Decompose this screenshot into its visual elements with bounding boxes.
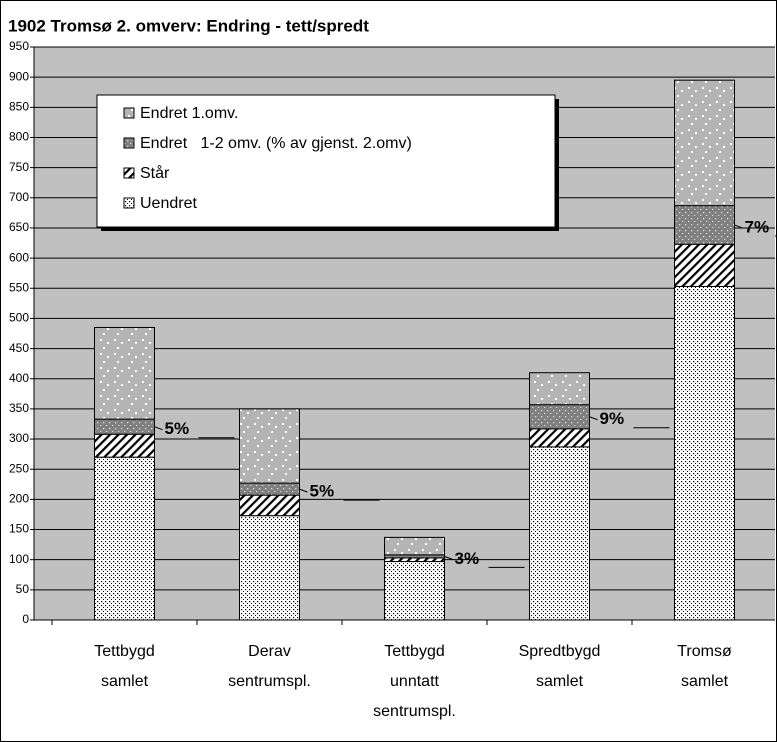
y-tick-label: 200 bbox=[9, 492, 29, 506]
bar-segment bbox=[384, 560, 445, 621]
legend-swatch bbox=[123, 197, 135, 209]
bar-segment bbox=[239, 515, 300, 621]
annotation-leader bbox=[589, 416, 598, 421]
legend-swatch bbox=[123, 107, 135, 119]
y-tick-label: 600 bbox=[9, 250, 29, 264]
bar-segment bbox=[94, 433, 155, 458]
y-tick-label: 0 bbox=[22, 612, 29, 626]
legend-label: Endret 1-2 omv. (% av gjenst. 2.omv) bbox=[140, 135, 412, 152]
y-tick-label: 500 bbox=[9, 311, 29, 325]
bar-segment bbox=[674, 79, 735, 207]
annotation: 9% bbox=[600, 409, 625, 428]
y-tick-label: 250 bbox=[9, 461, 29, 475]
annotation-leader bbox=[734, 224, 743, 229]
bar-segment bbox=[94, 456, 155, 621]
legend-label: Uendret bbox=[140, 195, 197, 212]
chart-title: 1902 Tromsø 2. omverv: Endring - tett/sp… bbox=[8, 16, 369, 35]
y-tick-label: 950 bbox=[9, 39, 29, 53]
y-tick-label: 850 bbox=[9, 99, 29, 113]
bar-segment bbox=[674, 205, 735, 245]
y-tick-label: 800 bbox=[9, 130, 29, 144]
annotation: 5% bbox=[310, 482, 335, 501]
y-tick-label: 150 bbox=[9, 522, 29, 536]
y-tick-label: 300 bbox=[9, 431, 29, 445]
annotation-leader bbox=[154, 426, 163, 431]
annotation: 3% bbox=[455, 549, 480, 568]
bar-segment bbox=[674, 285, 735, 621]
x-tick-label: samlet bbox=[681, 673, 729, 690]
y-tick-label: 50 bbox=[16, 582, 30, 596]
y-tick-label: 650 bbox=[9, 220, 29, 234]
y-tick-label: 900 bbox=[9, 69, 29, 83]
x-tick-label: samlet bbox=[536, 673, 584, 690]
bar-segment bbox=[94, 326, 155, 420]
annotation: 5% bbox=[165, 419, 190, 438]
bar-segment bbox=[94, 418, 155, 435]
x-tick-label: samlet bbox=[101, 673, 149, 690]
bar-segment bbox=[674, 243, 735, 287]
bar-segment bbox=[384, 536, 445, 556]
y-tick-label: 400 bbox=[9, 371, 29, 385]
annotation: 7% bbox=[745, 217, 770, 236]
y-tick-label: 750 bbox=[9, 160, 29, 174]
bar-segment bbox=[529, 372, 590, 406]
annotation-leader bbox=[444, 555, 453, 560]
legend bbox=[96, 94, 556, 228]
y-tick-label: 550 bbox=[9, 280, 29, 294]
bar-segment bbox=[529, 446, 590, 621]
bar-segment bbox=[384, 557, 445, 562]
x-tick-label: sentrumspl. bbox=[228, 673, 311, 690]
x-tick-label: Tettbygd bbox=[94, 643, 154, 660]
legend-label: Endret 1.omv. bbox=[140, 105, 238, 122]
y-tick-label: 350 bbox=[9, 401, 29, 415]
bar-segment bbox=[239, 494, 300, 517]
legend-swatch bbox=[123, 137, 135, 149]
x-tick-label: unntatt bbox=[390, 673, 439, 690]
legend-swatch bbox=[123, 167, 135, 179]
legend-label: Står bbox=[140, 164, 170, 182]
x-tick-label: Tromsø bbox=[677, 643, 732, 660]
x-tick-label: sentrumspl. bbox=[373, 703, 456, 720]
x-tick-label: Spredtbygd bbox=[519, 643, 601, 660]
bar-segment bbox=[529, 428, 590, 448]
bar-segment bbox=[529, 404, 590, 430]
x-tick-label: Derav bbox=[248, 643, 291, 660]
bar-segment bbox=[239, 482, 300, 496]
bar-segment bbox=[239, 408, 300, 484]
y-tick-label: 100 bbox=[9, 552, 29, 566]
annotation-leader bbox=[299, 488, 308, 493]
y-tick-label: 700 bbox=[9, 190, 29, 204]
x-tick-label: Tettbygd bbox=[384, 643, 444, 660]
y-tick-label: 450 bbox=[9, 341, 29, 355]
